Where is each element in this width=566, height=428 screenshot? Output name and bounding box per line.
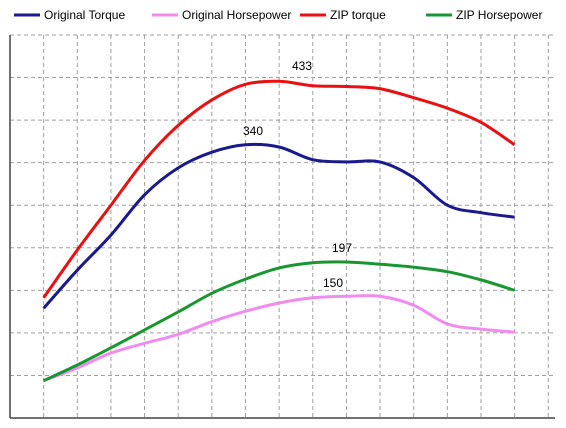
series-line — [43, 294, 515, 383]
legend-label: ZIP torque — [330, 8, 386, 22]
legend-label: ZIP Horsepower — [456, 8, 542, 22]
series-line — [43, 260, 516, 383]
legend-label: Original Horsepower — [182, 8, 291, 22]
annotation: 150 — [323, 276, 343, 290]
annotation: 197 — [332, 241, 352, 255]
series-line — [42, 79, 516, 299]
annotation: 340 — [243, 124, 263, 138]
legend-label: Original Torque — [44, 8, 125, 22]
series-line — [42, 142, 515, 310]
annotation: 433 — [292, 59, 312, 73]
